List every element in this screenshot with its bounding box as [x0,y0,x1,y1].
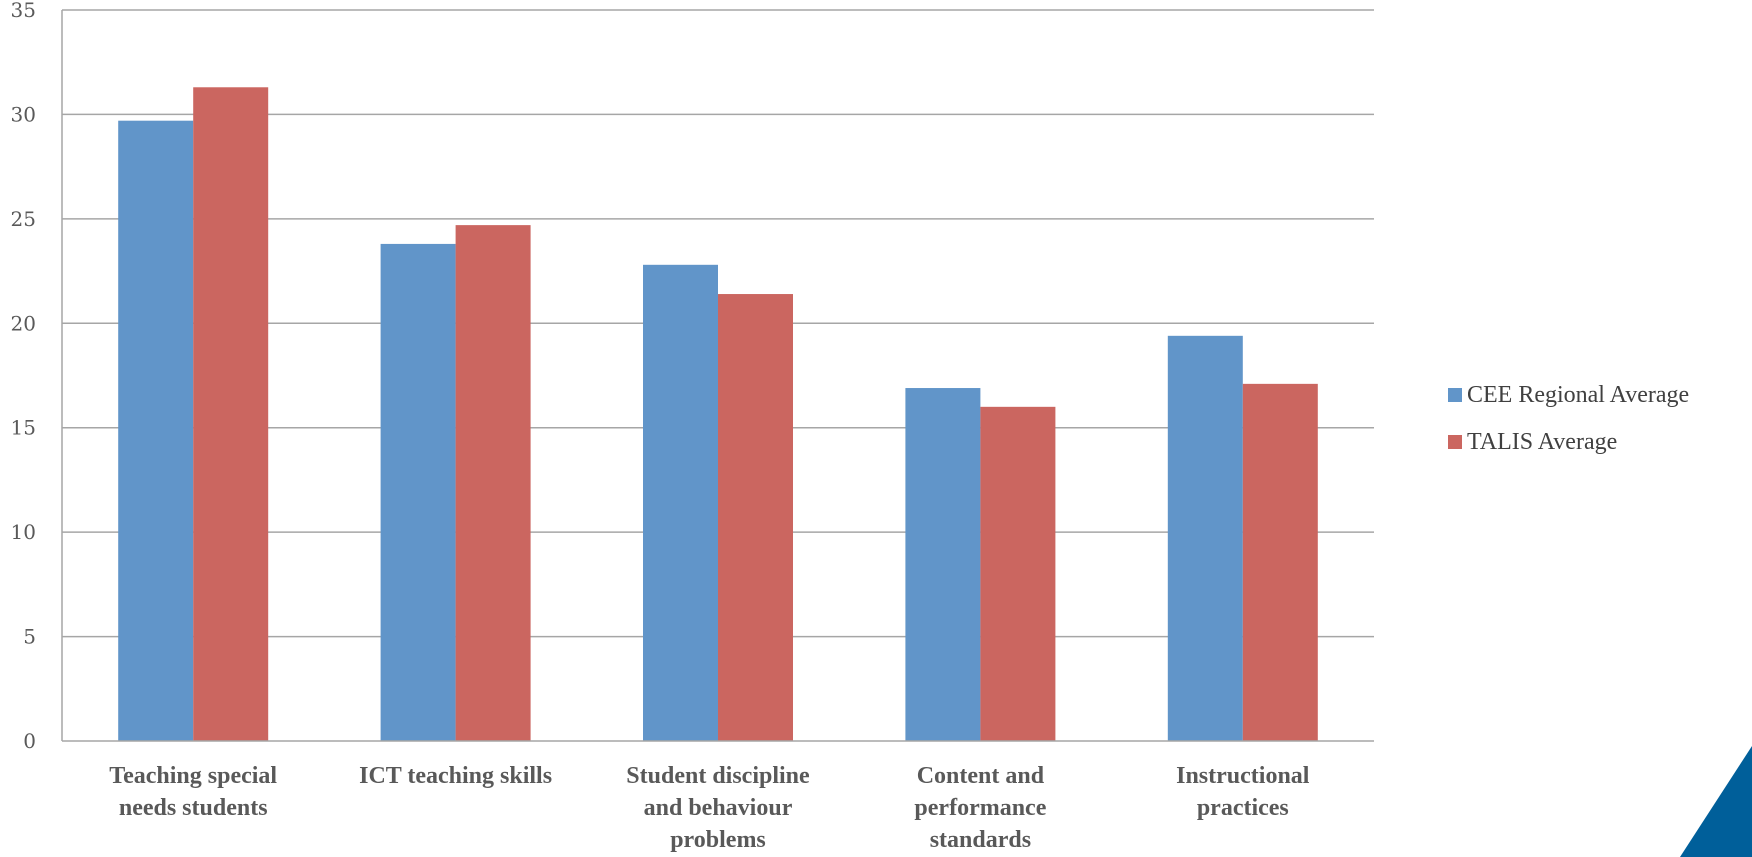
legend: CEE Regional Average TALIS Average [1448,382,1689,455]
y-tick-label: 10 [11,520,36,544]
y-axis: 0 5 10 15 20 25 30 35 [11,0,63,753]
bar-cee-regional-average-2 [643,264,718,741]
x-axis: Teaching special needs students ICT teachi… [62,740,1374,853]
corner-accent-shape [1680,746,1752,857]
y-tick-label: 20 [11,311,36,335]
bars [118,87,1318,742]
bar-talis-average-2 [718,294,793,741]
y-tick-label: 30 [11,102,36,126]
x-category-label: Student discipline and behaviour problems [626,763,810,853]
bar-cee-regional-average-0 [118,120,194,742]
legend-label: CEE Regional Average [1467,382,1689,408]
x-category-label: Teaching special needs students [109,763,277,821]
y-tick-label: 25 [11,207,36,231]
x-category-label: Content and performance standards [914,763,1046,853]
bar-cee-regional-average-3 [905,388,981,741]
y-tick-label: 0 [23,729,36,753]
y-tick-label: 5 [23,625,36,649]
bar-talis-average-0 [193,87,269,741]
x-category-label: ICT teaching skills [359,763,552,789]
bar-talis-average-4 [1242,383,1318,741]
legend-label: TALIS Average [1467,429,1617,455]
y-tick-label: 35 [11,0,36,22]
x-category-label: Instructional practices [1176,763,1310,821]
bar-cee-regional-average-4 [1167,335,1243,741]
bar-talis-average-3 [980,406,1056,741]
legend-swatch [1448,435,1462,449]
legend-swatch [1448,388,1462,402]
bar-talis-average-1 [455,225,531,741]
bar-cee-regional-average-1 [380,243,456,742]
y-tick-label: 15 [11,416,36,440]
